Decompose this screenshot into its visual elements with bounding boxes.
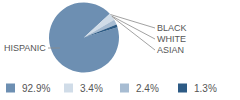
svg-text:ASIAN: ASIAN bbox=[157, 45, 184, 55]
svg-text:3.4%: 3.4% bbox=[80, 83, 103, 94]
svg-text:2.4%: 2.4% bbox=[136, 83, 159, 94]
svg-text:92.9%: 92.9% bbox=[22, 83, 50, 94]
svg-text:HISPANIC: HISPANIC bbox=[4, 43, 46, 53]
svg-text:WHITE: WHITE bbox=[157, 34, 186, 44]
svg-text:BLACK: BLACK bbox=[157, 23, 187, 33]
svg-text:1.3%: 1.3% bbox=[194, 83, 217, 94]
